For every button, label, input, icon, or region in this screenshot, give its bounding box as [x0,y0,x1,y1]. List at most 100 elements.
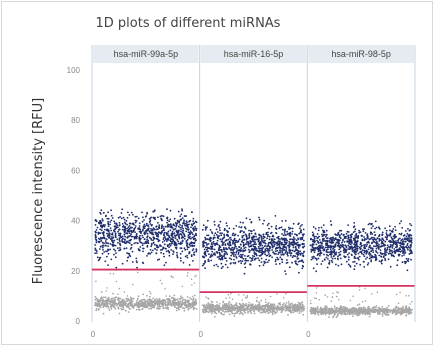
positive-droplet [104,240,107,242]
negative-droplet [259,305,261,308]
positive-droplet [123,247,126,250]
positive-droplet [401,227,404,229]
positive-droplet [259,249,261,252]
negative-droplet [192,297,195,300]
positive-droplet [353,251,356,254]
rain-droplet [315,297,318,300]
positive-droplet [335,263,337,266]
positive-droplet [96,226,99,229]
positive-droplet [327,258,329,260]
positive-droplet [232,232,235,235]
rain-droplet [238,294,240,296]
positive-droplet [384,257,386,260]
positive-droplet [281,258,284,261]
negative-droplet [257,306,259,309]
rain-droplet [352,295,354,298]
positive-droplet [164,225,167,228]
positive-droplet [131,226,133,229]
negative-droplet [347,308,350,311]
positive-droplet [169,209,172,212]
rain-droplet [100,297,103,300]
negative-droplet [214,305,217,307]
negative-droplet [333,307,336,309]
negative-droplet [178,304,180,306]
positive-droplet [125,247,128,250]
rain-droplet [324,294,327,296]
positive-droplet [319,251,322,254]
positive-droplet [354,228,357,231]
positive-droplet [99,228,102,231]
positive-droplet [370,260,373,263]
rain-droplet [225,297,227,300]
positive-droplet [298,232,300,235]
rain-droplet [194,275,196,278]
negative-droplet [211,309,214,312]
positive-droplet [235,250,238,253]
negative-droplet [110,307,113,310]
negative-droplet [181,302,183,305]
positive-droplet [266,245,269,248]
positive-droplet [374,253,376,256]
positive-droplet [347,248,350,250]
positive-droplet [157,240,160,243]
negative-droplet [185,306,188,309]
positive-droplet [210,248,212,251]
positive-droplet [174,246,177,249]
positive-droplet [393,237,396,240]
positive-droplet [356,257,359,259]
positive-droplet [126,259,129,262]
positive-droplet [228,241,231,244]
positive-droplet [322,233,325,236]
positive-droplet [284,234,287,236]
positive-droplet [111,232,114,235]
positive-droplet [312,226,315,228]
panel-header [308,45,414,63]
negative-droplet [123,303,126,306]
positive-droplet [223,254,226,257]
positive-droplet [190,255,193,258]
positive-droplet [115,266,118,269]
negative-droplet [123,299,125,301]
negative-droplet [201,304,204,306]
positive-droplet [238,255,241,257]
negative-droplet [354,309,356,311]
positive-droplet [141,229,144,232]
negative-droplet [98,299,101,301]
positive-droplet [353,225,356,228]
negative-droplet [316,307,319,310]
positive-droplet [234,244,237,247]
positive-droplet [397,239,399,242]
negative-droplet [176,298,179,301]
positive-droplet [372,249,374,252]
negative-droplet [401,307,404,310]
positive-droplet [407,228,409,230]
positive-droplet [193,251,196,254]
positive-droplet [158,227,161,230]
positive-droplet [145,222,148,225]
positive-droplet [233,234,236,237]
positive-droplet [218,251,221,254]
negative-droplet [142,298,145,301]
positive-droplet [347,244,350,247]
positive-droplet [250,221,253,224]
positive-droplet [335,253,337,256]
positive-droplet [377,248,380,250]
positive-droplet [409,247,412,249]
negative-droplet [118,301,121,303]
positive-droplet [389,249,392,252]
positive-droplet [218,257,221,260]
negative-droplet [331,307,334,310]
negative-droplet [339,307,342,309]
positive-droplet [133,227,136,230]
positive-droplet [268,238,271,241]
positive-droplet [244,262,247,264]
positive-droplet [114,225,117,228]
positive-droplet [387,258,390,261]
positive-droplet [192,248,195,250]
negative-droplet [195,307,198,310]
positive-droplet [263,251,266,254]
positive-droplet [395,240,397,242]
positive-droplet [233,242,236,244]
positive-droplet [189,230,192,233]
positive-droplet [274,248,277,250]
